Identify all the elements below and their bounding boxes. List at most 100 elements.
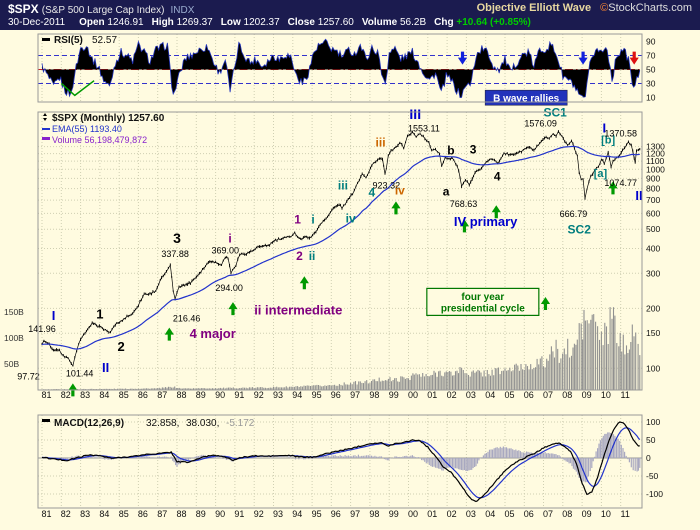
brand-label: Objective Elliott Wave	[476, 2, 592, 14]
wave-annotation: 294.00	[215, 283, 243, 293]
wave-annotation: iii	[338, 179, 348, 193]
macd-panel: MACD(12,26,9) 32.858, 38.030, -5.172 100 50 0 -…	[37, 414, 663, 509]
year-label: 10	[601, 390, 611, 400]
quote-label: Volume	[361, 17, 400, 28]
wave-annotation: 337.88	[161, 249, 189, 259]
b-wave-rallies-box	[484, 89, 568, 106]
wave-annotation: 768.63	[450, 199, 478, 209]
year-label: 82	[61, 390, 71, 400]
exchange-label: INDX	[170, 5, 195, 16]
wave-annotation: iii	[376, 136, 386, 150]
macd-legend-value: 38.030,	[186, 418, 219, 429]
year-label: 96	[331, 390, 341, 400]
copyright-icon: ©	[600, 2, 609, 14]
year-label: 86	[138, 390, 148, 400]
macd-ytick: -50	[646, 471, 659, 481]
year-label: 89	[196, 390, 206, 400]
price-ytick: 800	[646, 184, 660, 194]
year-label: 88	[176, 390, 186, 400]
green-up-arrow	[228, 302, 238, 316]
presidential-cycle-line2: presidential cycle	[441, 303, 525, 314]
presidential-cycle-line1: four year	[461, 292, 504, 303]
year-label: 85	[119, 390, 129, 400]
price-ytick: 200	[646, 303, 660, 313]
quote-label: Chg	[434, 17, 457, 28]
quote-value: 1202.37	[243, 17, 280, 28]
quote-label: Close	[287, 17, 318, 28]
year-label: 00	[408, 390, 418, 400]
presidential-cycle-box	[426, 287, 540, 316]
wave-annotation: 1576.09	[524, 119, 557, 129]
year-label: 98	[369, 509, 379, 519]
wave-annotation: 4 major	[190, 326, 236, 341]
quote-value: 1246.91	[107, 17, 144, 28]
year-label: 82	[61, 509, 71, 519]
ema-legend: EMA(55) 1193.40	[52, 124, 122, 134]
price-ytick: 400	[646, 243, 660, 253]
quote-row: 30-Dec-2011 Open 1246.91 High 1269.37 Low 1…	[0, 17, 700, 28]
wave-annotation: 1370.58	[604, 128, 637, 138]
wave-annotation: 1074.77	[604, 178, 637, 188]
year-label: 90	[215, 390, 225, 400]
ema-line	[41, 145, 640, 350]
year-label: 07	[543, 509, 553, 519]
year-label: 00	[408, 509, 418, 519]
rsi-legend-icon	[42, 38, 50, 41]
green-up-arrow	[459, 219, 470, 233]
signal-down-arrow	[629, 51, 639, 65]
wave-annotation: I	[52, 308, 56, 323]
quote-value: 1269.37	[176, 17, 213, 28]
price-ytick: 1300	[646, 142, 665, 152]
wave-annotation: SC2	[568, 223, 592, 237]
signal-down-arrow	[457, 51, 468, 65]
wave-annotation: 216.46	[173, 313, 201, 323]
volume-bars	[41, 307, 641, 390]
macd-ytick: 100	[646, 417, 660, 427]
year-label: 05	[504, 390, 514, 400]
price-ytick: 900	[646, 173, 660, 183]
green-up-arrow	[608, 181, 618, 195]
brand-area: Objective Elliott Wave ©StockCharts.com	[477, 2, 692, 14]
year-label: 06	[524, 509, 534, 519]
wave-annotation: III	[409, 106, 421, 122]
wave-annotation: 4	[369, 185, 376, 199]
macd-ytick: 0	[646, 453, 651, 463]
macd-legend-label: MACD(12,26,9)	[54, 418, 124, 429]
macd-legend-value: 32.858,	[146, 418, 179, 429]
year-label: 11	[621, 509, 630, 519]
wave-annotation: iv	[346, 212, 356, 226]
price-ytick: 100	[646, 363, 660, 373]
year-label: 97	[350, 390, 360, 400]
chart-header: $SPX (S&P 500 Large Cap Index) INDX Obje…	[0, 0, 700, 30]
year-label: 01	[427, 390, 437, 400]
green-trend-mark	[60, 80, 95, 97]
wave-annotation: 141.96	[28, 324, 56, 334]
wave-annotation: IV primary	[454, 214, 518, 229]
green-up-arrow	[164, 327, 174, 341]
year-label: 86	[138, 509, 148, 519]
wave-annotation: 3	[470, 143, 477, 157]
symbol-label: $SPX	[8, 2, 39, 16]
wave-annotation: 2	[296, 249, 303, 263]
price-ytick: 1200	[646, 149, 665, 159]
wave-annotation: a	[443, 184, 450, 198]
year-label: 04	[485, 390, 495, 400]
rsi-ytick: 50	[646, 65, 656, 75]
green-up-arrow	[391, 201, 401, 215]
wave-annotation: SC1	[543, 106, 567, 120]
green-up-arrow	[299, 276, 309, 290]
rsi-ytick: 90	[646, 37, 656, 47]
wave-annotation: II	[635, 188, 642, 203]
year-label: 87	[157, 509, 167, 519]
year-label: 85	[119, 509, 129, 519]
macd-border	[37, 414, 643, 509]
wave-annotation: 1553.11	[408, 124, 440, 134]
wave-annotation: 666.79	[560, 209, 588, 219]
green-up-arrow	[491, 205, 501, 219]
year-label: 07	[543, 390, 553, 400]
year-label: 91	[234, 509, 244, 519]
wave-annotation: 1	[96, 306, 103, 321]
year-label: 09	[582, 390, 592, 400]
